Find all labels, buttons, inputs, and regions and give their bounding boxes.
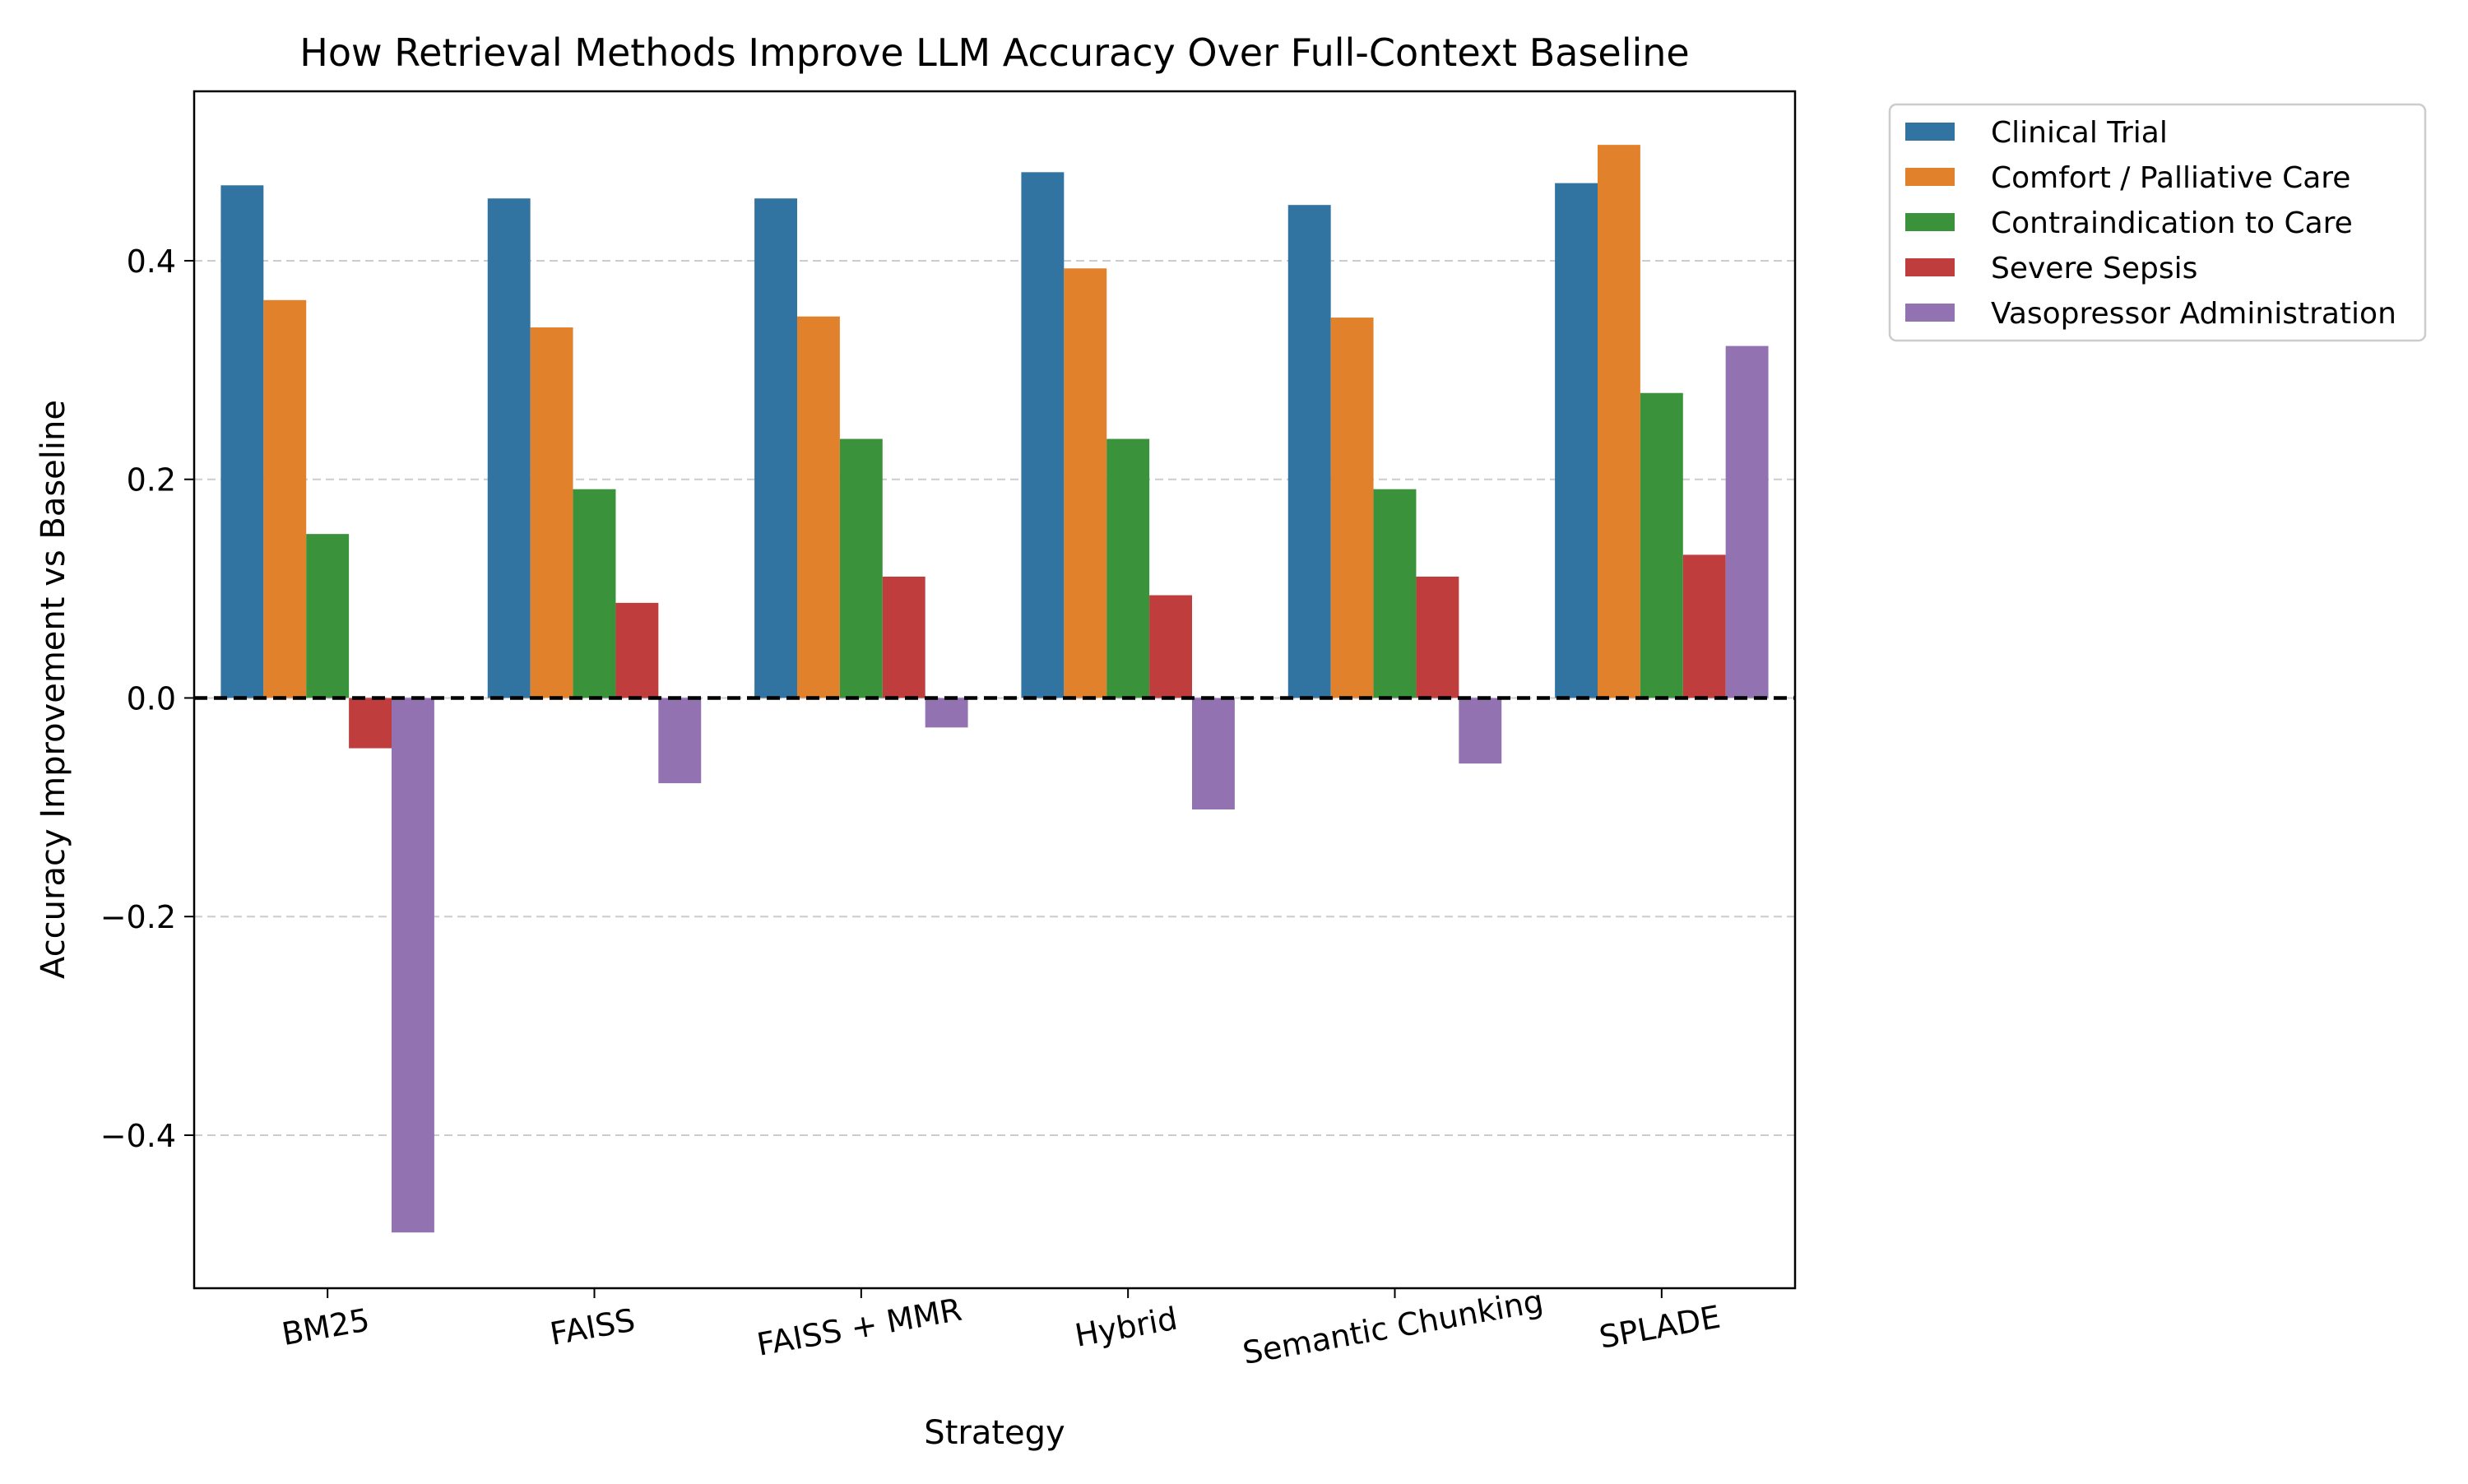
bar-comfort-palliative-care-semantic-chunking: [1330, 318, 1374, 698]
legend-label: Vasopressor Administration: [1991, 297, 2396, 331]
legend-swatch-contraindication-to-care: [1905, 213, 1955, 231]
bar-vasopressor-administration-semantic-chunking: [1459, 698, 1502, 764]
legend-label: Comfort / Palliative Care: [1991, 161, 2350, 195]
bar-vasopressor-administration-faiss: [658, 698, 702, 784]
y-axis: −0.4 −0.2 0.0 0.2 0.4: [100, 243, 194, 1154]
bar-contraindication-to-care-splade: [1640, 392, 1683, 698]
plot-frame: [193, 90, 1797, 1290]
bar-vasopressor-administration-splade: [1725, 345, 1769, 698]
bar-clinical-trial-semantic-chunking: [1287, 205, 1331, 698]
bar-contraindication-to-care-hybrid: [1106, 438, 1150, 698]
bar-vasopressor-administration-bm25: [392, 698, 434, 1233]
legend-swatch-comfort-palliative-care: [1905, 168, 1955, 186]
y-tick-label: −0.2: [100, 899, 176, 935]
y-tick-label: 0.4: [127, 243, 176, 280]
bar-contraindication-to-care-bm25: [306, 534, 350, 698]
bar-contraindication-to-care-semantic-chunking: [1373, 489, 1417, 698]
bar-comfort-palliative-care-faiss: [530, 327, 573, 698]
bar-vasopressor-administration-hybrid: [1192, 698, 1235, 809]
chart-title: How Retrieval Methods Improve LLM Accura…: [299, 30, 1689, 75]
y-tick-label: 0.0: [127, 680, 176, 716]
legend-frame: [1888, 103, 2427, 342]
bar-severe-sepsis-hybrid: [1149, 595, 1193, 698]
bar-severe-sepsis-faiss-mmr: [882, 576, 926, 698]
bar-clinical-trial-splade: [1555, 183, 1598, 698]
x-axis-label: Strategy: [924, 1414, 1065, 1452]
legend-label: Clinical Trial: [1991, 116, 2168, 150]
bar-severe-sepsis-faiss: [615, 602, 659, 698]
bar-comfort-palliative-care-bm25: [263, 299, 307, 698]
y-tick-label: 0.2: [127, 462, 176, 499]
bar-clinical-trial-hybrid: [1021, 172, 1065, 698]
legend: Clinical Trial Comfort / Palliative Care C…: [1888, 103, 2427, 342]
legend-swatch-vasopressor-administration: [1905, 304, 1955, 322]
bar-severe-sepsis-bm25: [349, 698, 392, 749]
bar-clinical-trial-bm25: [220, 185, 264, 698]
bars: [220, 145, 1769, 1233]
bar-comfort-palliative-care-splade: [1597, 145, 1640, 698]
bar-severe-sepsis-splade: [1682, 554, 1726, 698]
bar-vasopressor-administration-faiss-mmr: [925, 698, 968, 728]
legend-label: Severe Sepsis: [1991, 252, 2197, 285]
legend-swatch-clinical-trial: [1905, 123, 1955, 141]
bar-contraindication-to-care-faiss: [573, 489, 616, 698]
bar-clinical-trial-faiss-mmr: [754, 198, 797, 698]
bar-contraindication-to-care-faiss-mmr: [839, 438, 883, 698]
legend-label: Contraindication to Care: [1991, 206, 2353, 240]
bar-comfort-palliative-care-hybrid: [1064, 268, 1107, 698]
y-tick-label: −0.4: [100, 1118, 176, 1154]
bar-severe-sepsis-semantic-chunking: [1416, 576, 1459, 698]
y-axis-label: Accuracy Improvement vs Baseline: [35, 400, 72, 979]
legend-swatch-severe-sepsis: [1905, 258, 1955, 276]
bar-comfort-palliative-care-faiss-mmr: [796, 316, 840, 698]
bar-clinical-trial-faiss: [487, 198, 531, 698]
